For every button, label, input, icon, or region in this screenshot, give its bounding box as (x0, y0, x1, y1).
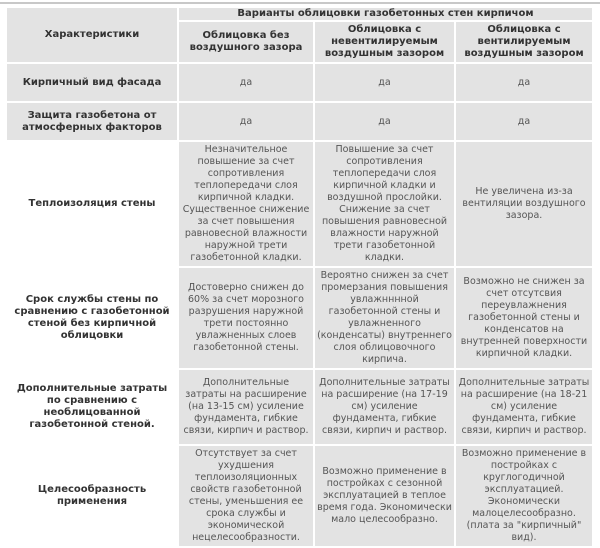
row-label: Теплоизоляция стены (7, 142, 177, 266)
table-cell: Достоверно снижен до 60% за счет морозно… (179, 268, 313, 368)
table-cell: Дополнительные затраты на расширение (на… (315, 370, 454, 444)
table-cell: Дополнительные затраты на расширение (на… (179, 370, 313, 444)
table-cell: Дополнительные затраты на расширение (на… (456, 370, 592, 444)
header-row: Характеристики Варианты облицовки газобе… (7, 8, 592, 62)
table-cell: Незначительное повышение за счет сопроти… (179, 142, 313, 266)
comparison-table: Характеристики Варианты облицовки газобе… (5, 6, 594, 548)
table-row: Дополнительные затраты по сравнению с не… (7, 370, 592, 444)
table-cell: да (315, 103, 454, 140)
table-row: Защита газобетона от атмосферных факторо… (7, 103, 592, 140)
table-cell: Возможно не снижен за счет отсутсвия пер… (456, 268, 592, 368)
table-cell: да (456, 103, 592, 140)
corner-header: Характеристики (7, 8, 177, 62)
table-row: Срок службы стены по сравнению с газобет… (7, 268, 592, 368)
column-header-row: Облицовка без воздушного зазора Облицовк… (7, 22, 592, 62)
table-cell: Возможно применение в постройках с сезон… (315, 446, 454, 546)
column-header: Облицовка с вентилируемым воздушным зазо… (456, 22, 592, 62)
table-cell: да (315, 64, 454, 101)
column-header: Облицовка с невентилируемым воздушным за… (315, 22, 454, 62)
top-divider (0, 2, 600, 4)
table-cell: да (456, 64, 592, 101)
table-row: Кирпичный вид фасада да да да (7, 64, 592, 101)
table-row: Целесообразность применения Отсутствует … (7, 446, 592, 546)
group-header: Варианты облицовки газобетонных стен кир… (179, 8, 592, 20)
row-label: Дополнительные затраты по сравнению с не… (7, 370, 177, 444)
row-label: Целесообразность применения (7, 446, 177, 546)
row-label: Кирпичный вид фасада (7, 64, 177, 101)
table-cell: да (179, 103, 313, 140)
row-label: Срок службы стены по сравнению с газобет… (7, 268, 177, 368)
table-cell: Вероятно снижен за счет промерзания повы… (315, 268, 454, 368)
table-cell: Повышение за счет сопротивления теплопер… (315, 142, 454, 266)
table-cell: Возможно применение в постройках с кругл… (456, 446, 592, 546)
row-label: Защита газобетона от атмосферных факторо… (7, 103, 177, 140)
table-cell: Отсутствует за счет ухудшения теплоизоля… (179, 446, 313, 546)
table-cell: Не увеличена из-за вентиляции воздушного… (456, 142, 592, 266)
column-header: Облицовка без воздушного зазора (179, 22, 313, 62)
table-row: Теплоизоляция стены Незначительное повыш… (7, 142, 592, 266)
table-cell: да (179, 64, 313, 101)
